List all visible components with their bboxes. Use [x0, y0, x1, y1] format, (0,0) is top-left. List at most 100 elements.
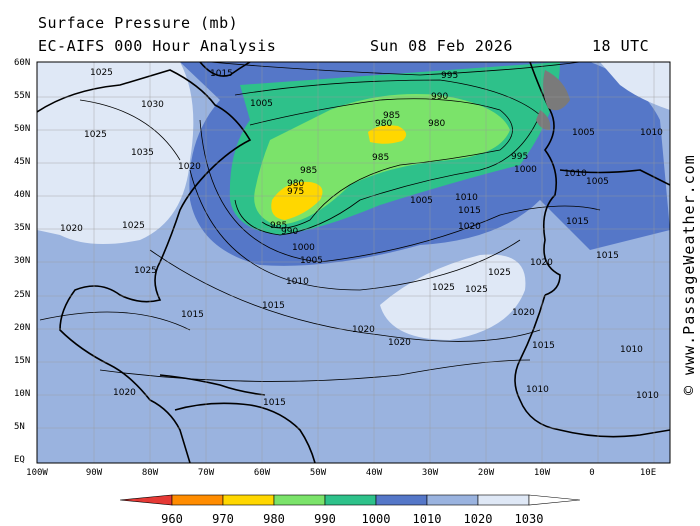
colorbar-label: 1030 [514, 512, 544, 526]
lon-label: 10E [639, 468, 657, 478]
region-high-west [37, 62, 194, 244]
lon-label: 100W [26, 468, 48, 478]
colorbar-cap-high [528, 494, 581, 506]
lat-label: 25N [14, 290, 31, 300]
colorbar-segment [171, 494, 224, 506]
pressure-label: 1015 [263, 398, 286, 408]
lon-label: 10W [533, 468, 551, 478]
pressure-label: 1015 [181, 310, 204, 320]
colorbar-segment [375, 494, 428, 506]
lon-label: 70W [197, 468, 215, 478]
lon-label: 0 [589, 468, 595, 478]
lat-label: 50N [14, 124, 31, 134]
lat-label: 15N [14, 356, 31, 366]
pressure-label: 1005 [586, 177, 609, 187]
pressure-label: 1025 [122, 221, 145, 231]
pressure-label: 985 [270, 221, 287, 231]
pressure-label: 1020 [352, 325, 375, 335]
pressure-label: 1020 [530, 258, 553, 268]
region-high-northeast [600, 62, 670, 110]
pressure-label: 1010 [636, 391, 659, 401]
lat-label: 10N [14, 389, 31, 399]
pressure-label: 1000 [292, 243, 315, 253]
pressure-label: 1000 [514, 165, 537, 175]
lat-label: 35N [14, 223, 31, 233]
map-title: Surface Pressure (mb) [38, 14, 239, 32]
model-run-label: EC-AIFS 000 Hour Analysis [38, 37, 277, 55]
colorbar [119, 494, 581, 506]
pressure-label: 1005 [250, 99, 273, 109]
pressure-label: 1015 [566, 217, 589, 227]
pressure-label: 995 [441, 71, 458, 81]
pressure-label: 1020 [113, 388, 136, 398]
region-low-980-west [271, 181, 323, 220]
caribbean-coast [159, 374, 266, 396]
lon-label: 90W [85, 468, 103, 478]
pressure-label: 1025 [432, 283, 455, 293]
pressure-label: 1035 [131, 148, 154, 158]
pressure-label: 1020 [60, 224, 83, 234]
colorbar-label: 1010 [412, 512, 442, 526]
colorbar-segment [426, 494, 479, 506]
pressure-label: 1005 [410, 196, 433, 206]
lon-label: 30W [421, 468, 439, 478]
greenland-coast [199, 62, 251, 77]
pressure-label: 1025 [488, 268, 511, 278]
pressure-label: 1025 [465, 285, 488, 295]
pressure-label: 990 [431, 92, 448, 102]
pressure-label: 1010 [526, 385, 549, 395]
pressure-label: 990 [281, 227, 298, 237]
lat-label: 60N [14, 58, 31, 68]
pressure-label: 1025 [90, 68, 113, 78]
lon-label: 20W [477, 468, 495, 478]
europe-coast [529, 62, 561, 296]
colorbar-label: 980 [263, 512, 285, 526]
pressure-label: 980 [428, 119, 445, 129]
land-fill [536, 70, 570, 130]
graticule [37, 62, 670, 463]
pressure-label: 1010 [455, 193, 478, 203]
pressure-label: 985 [372, 153, 389, 163]
pressure-label: 1005 [300, 256, 323, 266]
pressure-label: 1010 [564, 169, 587, 179]
pressure-label: 1015 [596, 251, 619, 261]
lon-label: 80W [141, 468, 159, 478]
coastlines [37, 62, 670, 463]
pressure-label: 1020 [458, 222, 481, 232]
pressure-value-labels: 995 990 985 980 980 985 995 1000 1005 10… [60, 68, 663, 408]
pressure-label: 1020 [512, 308, 535, 318]
pressure-label: 1025 [134, 266, 157, 276]
africa-coast [514, 294, 670, 438]
pressure-label: 1030 [141, 100, 164, 110]
north-america-coast [37, 69, 252, 463]
pressure-label: 1020 [178, 162, 201, 172]
pressure-label: 985 [300, 166, 317, 176]
pressure-label: 995 [511, 152, 528, 162]
colorbar-label: 1000 [361, 512, 391, 526]
pressure-label: 975 [287, 187, 304, 197]
lon-label: 40W [365, 468, 383, 478]
lat-label: 45N [14, 157, 31, 167]
colorbar-label: 960 [161, 512, 183, 526]
lat-label: EQ [14, 455, 25, 465]
map-frame [36, 61, 671, 464]
pressure-label: 1010 [286, 277, 309, 287]
colorbar-segment [324, 494, 377, 506]
mediterranean-coast [559, 169, 670, 186]
colorbar-segment [477, 494, 530, 506]
valid-time: 18 UTC [592, 37, 650, 55]
south-america-coast [174, 402, 316, 463]
region-high-central [380, 254, 526, 340]
colorbar-label: 970 [212, 512, 234, 526]
lon-label: 50W [309, 468, 327, 478]
pressure-label: 1025 [84, 130, 107, 140]
valid-date: Sun 08 Feb 2026 [370, 37, 513, 55]
lon-label: 60W [253, 468, 271, 478]
pressure-label: 1010 [640, 128, 663, 138]
pressure-label: 1020 [388, 338, 411, 348]
lat-label: 40N [14, 190, 31, 200]
pressure-label: 980 [287, 179, 304, 189]
pressure-label: 1015 [210, 69, 233, 79]
pressure-label: 1005 [572, 128, 595, 138]
